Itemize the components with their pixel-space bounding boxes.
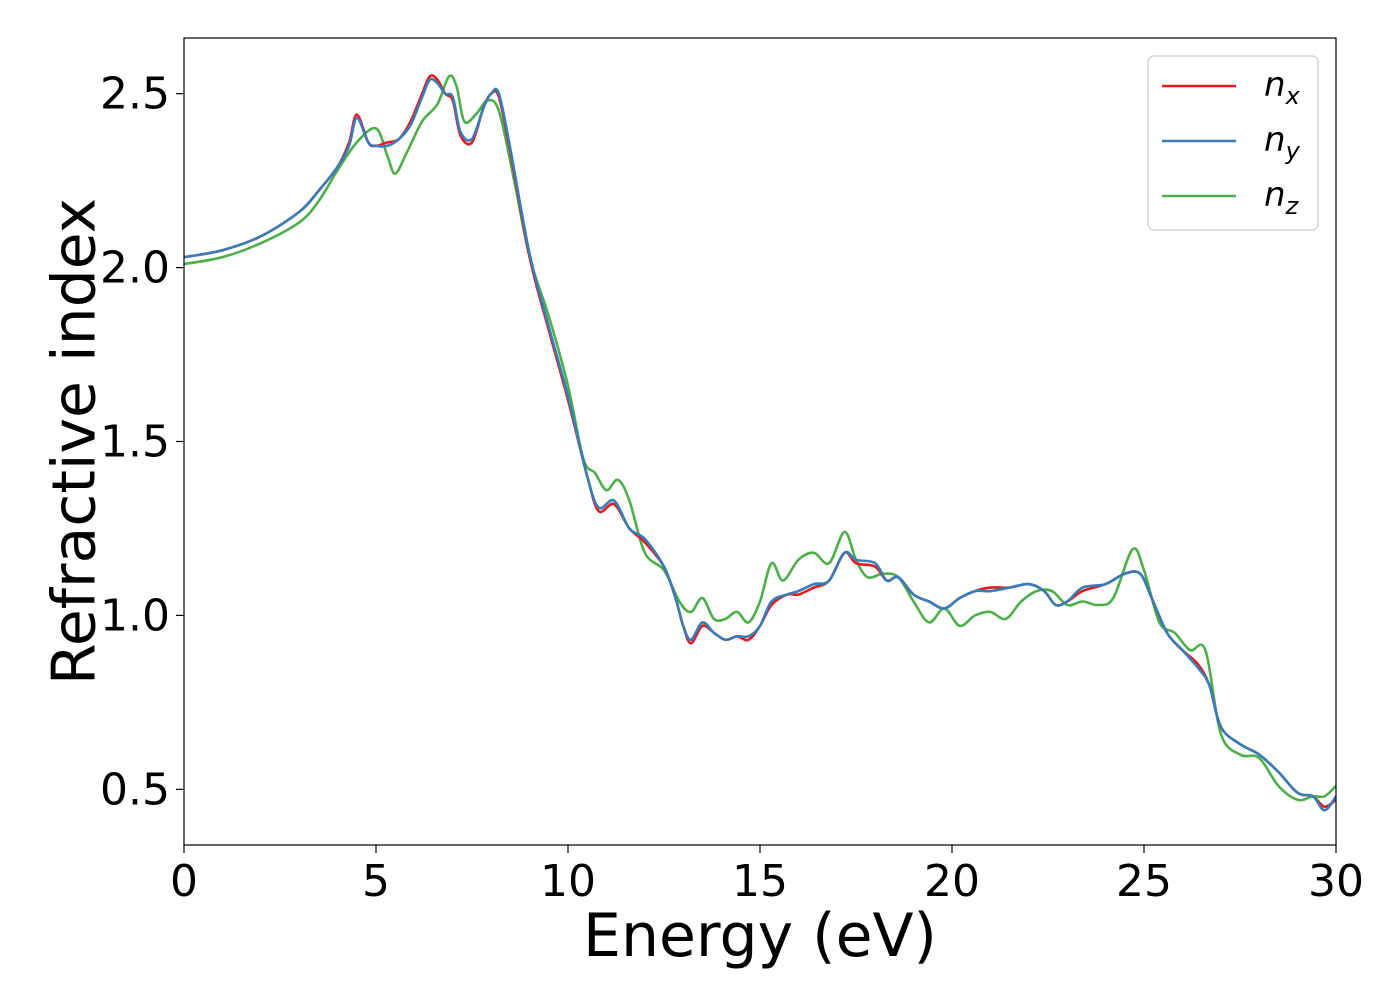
legend-label-n-y: ny — [1264, 120, 1301, 165]
legend: nx ny nz — [1147, 55, 1319, 231]
x-tick-label: 5 — [362, 856, 390, 907]
y-tick-label: 0.5 — [100, 764, 170, 815]
x-tick-label: 30 — [1308, 856, 1364, 907]
x-tick-label: 0 — [170, 856, 198, 907]
legend-label-n-z: nz — [1264, 175, 1300, 220]
x-tick-label: 10 — [540, 856, 596, 907]
series-layer — [184, 74, 1336, 812]
series-line-n-y — [184, 77, 1336, 812]
x-tick-label: 20 — [924, 856, 980, 907]
y-axis: 0.5 1.0 1.5 2.0 2.5 — [100, 69, 184, 815]
x-axis-title: Energy (eV) — [583, 901, 937, 971]
y-tick-label: 2.0 — [100, 243, 170, 294]
y-tick-label: 1.0 — [100, 590, 170, 641]
x-tick-label: 25 — [1116, 856, 1172, 907]
x-axis: 0 5 10 15 20 25 30 — [170, 845, 1364, 907]
y-axis-title: Refractive index — [40, 198, 110, 685]
series-line-n-z — [184, 74, 1336, 802]
y-tick-label: 1.5 — [100, 417, 170, 468]
legend-label-n-x: nx — [1264, 65, 1301, 110]
y-tick-label: 2.5 — [100, 69, 170, 120]
legend-box — [1147, 55, 1319, 231]
x-tick-label: 15 — [732, 856, 788, 907]
